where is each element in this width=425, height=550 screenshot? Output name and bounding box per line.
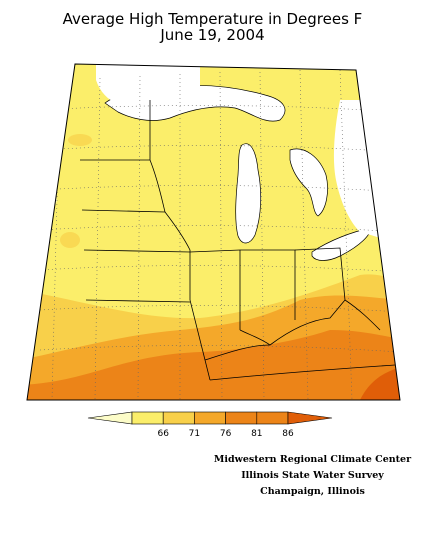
credit-location: Champaign, Illinois (260, 486, 365, 497)
credit-survey: Illinois State Water Survey (241, 470, 384, 481)
legend-tick-label: 66 (157, 429, 169, 439)
legend-swatch (131, 411, 164, 425)
legend-tick-label: 76 (220, 429, 232, 439)
map-title: Average High Temperature in Degrees F (62, 10, 363, 28)
band-81-86 (27, 330, 400, 400)
state-borders (28, 100, 400, 400)
legend-swatch (162, 411, 195, 425)
canada-region (96, 64, 200, 104)
lake-huron (289, 148, 328, 217)
legend-swatch (225, 411, 258, 425)
credit-org: Midwestern Regional Climate Center (213, 454, 412, 465)
map-frame (26, 63, 401, 401)
legend-color-bar: 66 71 76 81 86 (87, 411, 333, 439)
legend-swatch (256, 411, 289, 425)
legend-low-arrow (87, 411, 133, 425)
legend-tick-label: 81 (251, 429, 262, 439)
contour-bands (27, 64, 400, 400)
legend-tick-label: 86 (282, 429, 294, 439)
lake-michigan (235, 143, 262, 244)
graticule (39, 69, 400, 400)
lake-erie (311, 227, 371, 261)
map-date: June 19, 2004 (160, 26, 265, 44)
legend-high-arrow (287, 411, 333, 425)
legend-tick-label: 71 (189, 429, 200, 439)
legend-swatch (194, 411, 226, 425)
